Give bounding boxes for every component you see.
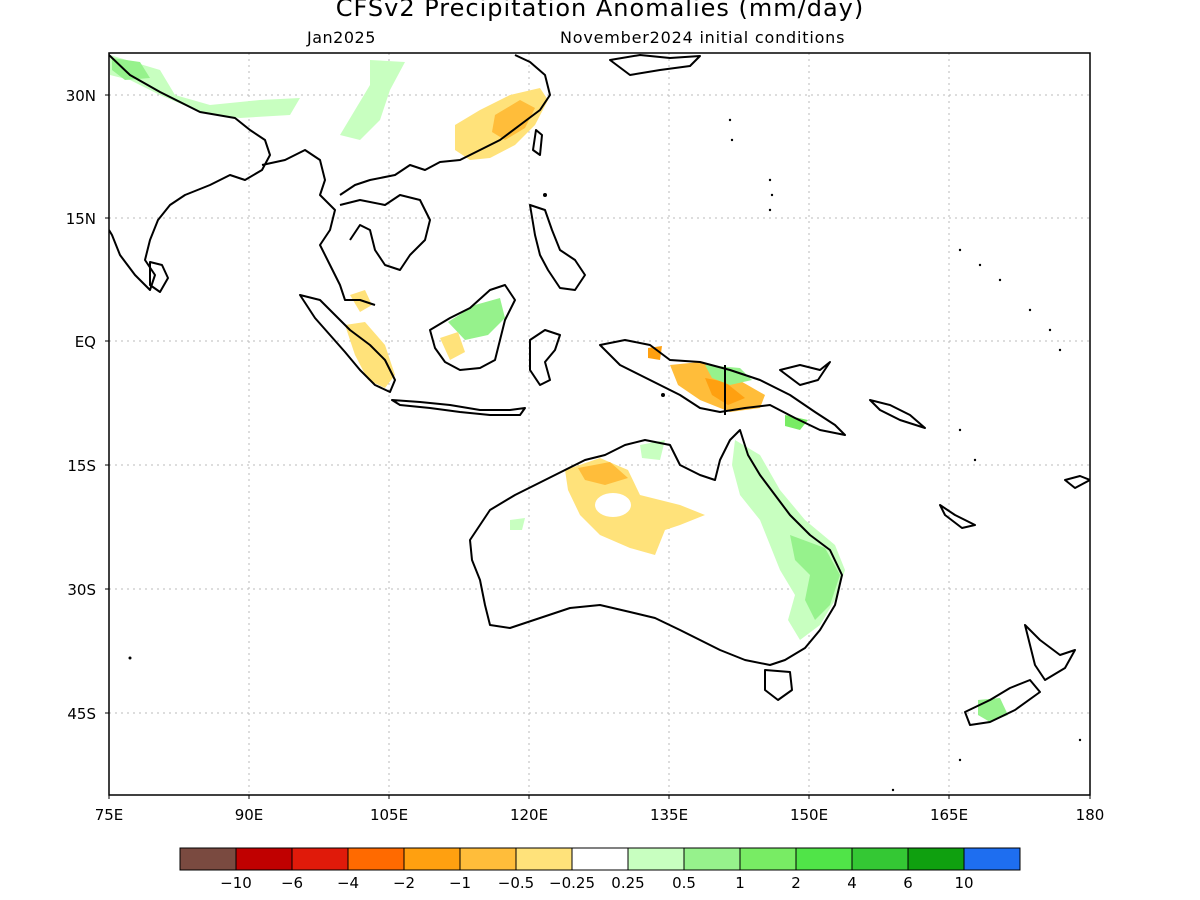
colorbar-swatch [963,847,1021,871]
colorbar-swatch [851,847,909,871]
forecast-month: Jan2025 [307,28,376,47]
anomaly-dry-australia-hole [595,493,631,517]
colorbar-swatch [627,847,685,871]
coastlines [109,54,1090,726]
coast-sulawesi [529,329,561,386]
colorbar-label: 6 [903,874,913,892]
small-islands [128,118,1082,792]
lat-tick-label: 30S [67,581,96,599]
coast-indochina [339,194,431,271]
coast-sumatra [299,294,396,393]
coast-japan [609,54,701,76]
anomaly-wet-newguinea-east [785,415,808,430]
coast-solomons [869,399,926,429]
lon-tick-label: 180 [1076,806,1105,824]
anomaly-wet-himalaya-core [112,58,150,80]
anomaly-wet-queensland [732,440,845,640]
anomaly-shading [110,55,1008,722]
lat-tick-label: 45S [67,705,96,723]
colorbar-swatch [235,847,293,871]
latitude-labels: 30N 15N EQ 15S 30S 45S [66,87,109,723]
anomaly-wet-queensland-core [790,535,840,620]
map-title: CFSv2 Precipitation Anomalies (mm/day) [335,0,865,22]
colorbar-label: 1 [735,874,745,892]
lat-tick-label: 15S [67,457,96,475]
lat-tick-label: 15N [66,210,96,228]
coast-borneo [429,284,516,371]
coast-australia [469,429,843,666]
anomaly-wet-newzealand [978,698,1008,722]
anomaly-wet-china-interior [340,60,405,140]
lat-tick-label: 30N [66,87,96,105]
colorbar-label: −10 [220,874,252,892]
colorbar-swatch [795,847,853,871]
lon-tick-label: 120E [510,806,548,824]
anomaly-wet-wa-small [510,518,525,530]
colorbar-label: 4 [847,874,857,892]
anomaly-wet-nt [640,440,665,460]
map-grid [109,53,1090,795]
coast-philippines [529,204,586,291]
coast-newguinea [599,339,846,436]
anomaly-dry-bird-head [648,346,662,360]
coast-fiji [1064,475,1090,489]
colorbar-label: 0.25 [611,874,644,892]
colorbar-swatch [683,847,741,871]
coast-tasmania [764,669,793,701]
colorbar-swatch [403,847,461,871]
coast-asia [109,54,551,306]
colorbar-swatch [179,847,237,871]
coast-newguinea-east [779,361,831,386]
colorbar-swatch [571,847,629,871]
colorbar-swatch [347,847,405,871]
coast-taiwan [532,129,543,156]
coast-nz-south [964,679,1041,726]
lat-tick-label: EQ [75,333,96,351]
plot-frame [108,52,1091,796]
colorbar-label: −1 [449,874,471,892]
anomaly-wet-newguinea [705,365,752,385]
colorbar-label: −6 [281,874,303,892]
coast-nz-north [1024,624,1076,681]
lon-tick-label: 165E [930,806,968,824]
colorbar-label: −0.5 [498,874,534,892]
colorbar-label: 10 [954,874,973,892]
initial-conditions: November2024 initial conditions [560,28,846,47]
anomaly-dry-borneo [440,332,465,360]
lon-tick-label: 75E [95,806,124,824]
anomaly-wet-borneo [448,298,505,340]
lon-tick-label: 90E [235,806,264,824]
colorbar-swatch [515,847,573,871]
coast-newcaledonia [939,504,976,529]
colorbar-swatch [907,847,965,871]
colorbar-label: −2 [393,874,415,892]
anomaly-dry-australia-core [578,462,628,485]
colorbar-label: −4 [337,874,359,892]
lon-tick-label: 135E [650,806,688,824]
longitude-labels: 75E 90E 105E 120E 135E 150E 165E 180 [95,795,1105,824]
anomaly-wet-himalaya [110,55,300,118]
anomaly-dry-china-core [492,100,535,140]
colorbar-swatch [291,847,349,871]
colorbar-label: −0.25 [549,874,595,892]
colorbar-swatch [459,847,517,871]
colorbar-swatch [739,847,797,871]
coast-java [391,399,526,416]
colorbar: −10 −6 −4 −2 −1 −0.5 −0.25 0.25 0.5 1 2 4 6 10 [179,847,1021,892]
colorbar-label: 0.5 [672,874,696,892]
coast-srilanka [149,261,169,293]
lon-tick-label: 150E [790,806,828,824]
anomaly-dry-sumatra [345,322,395,388]
lon-tick-label: 105E [370,806,408,824]
colorbar-label: 2 [791,874,801,892]
